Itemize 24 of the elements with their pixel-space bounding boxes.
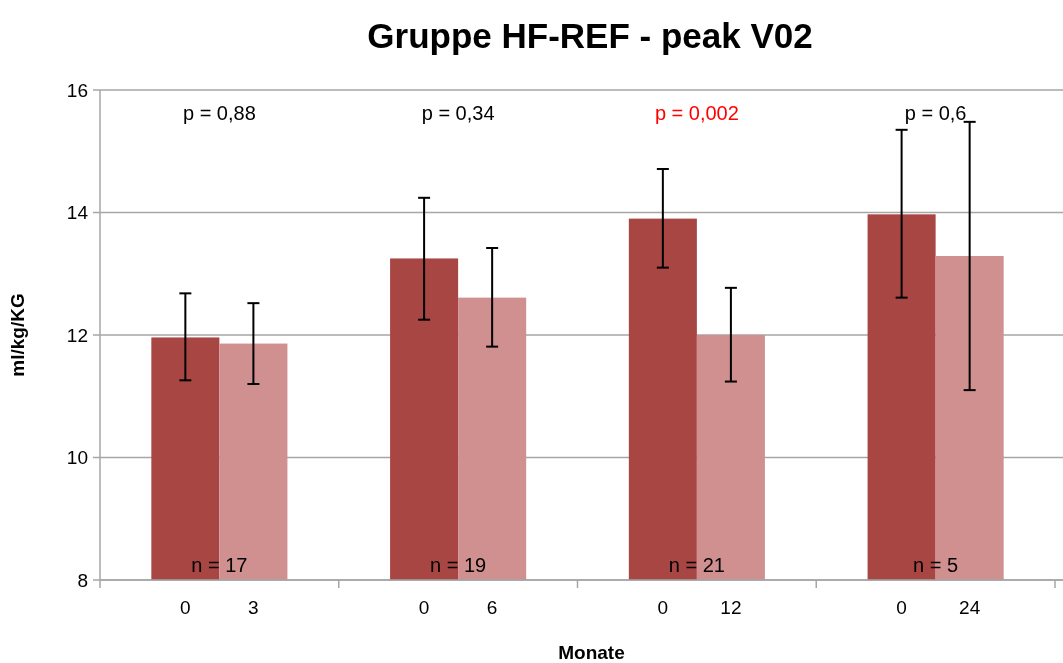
- chart-title: Gruppe HF-REF - peak V02: [367, 16, 813, 55]
- x-axis-title: Monate: [558, 642, 625, 663]
- x-tick-label: 0: [896, 597, 907, 618]
- x-tick-label: 0: [418, 597, 430, 618]
- y-tick-label: 10: [66, 447, 88, 469]
- x-tick-label: 0: [657, 597, 669, 618]
- y-tick-label: 8: [77, 569, 88, 591]
- annotation: n = 21: [668, 554, 725, 576]
- annotation: p = 0,6: [904, 102, 967, 124]
- x-tick-label: 12: [720, 597, 742, 618]
- x-tick-label: 0: [180, 597, 191, 618]
- y-tick-label: 16: [66, 79, 88, 101]
- annotation: p = 0,002: [654, 102, 739, 124]
- x-tick-label: 6: [486, 597, 498, 618]
- annotation: n = 19: [430, 554, 487, 576]
- annotation: p = 0,88: [182, 102, 256, 124]
- y-axis-title: ml/kg/KG: [7, 293, 28, 377]
- annotation: p = 0,34: [421, 102, 495, 124]
- annotation: n = 5: [913, 554, 959, 576]
- y-tick-label: 14: [66, 202, 89, 224]
- x-tick-label: 24: [959, 597, 981, 618]
- x-tick-label: 3: [248, 597, 259, 618]
- annotation: n = 17: [191, 554, 248, 576]
- y-tick-label: 12: [66, 324, 88, 346]
